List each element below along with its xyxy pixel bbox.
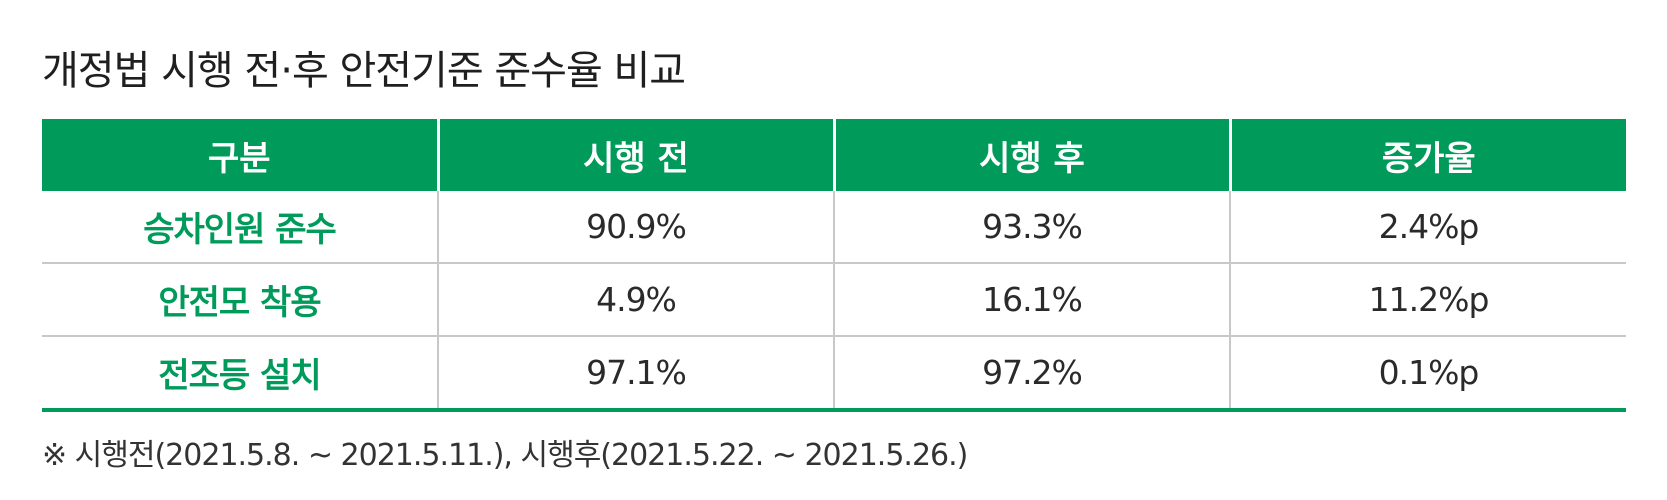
footnote: ※ 시행전(2021.5.8. ~ 2021.5.11.), 시행후(2021.… — [42, 438, 968, 473]
row-label: 안전모 착용 — [42, 262, 438, 336]
header-before: 시행 전 — [436, 119, 834, 191]
cell-increase: 0.1%p — [1229, 335, 1626, 412]
header-row: 구분 시행 전 시행 후 증가율 — [42, 119, 1626, 191]
cell-before: 4.9% — [437, 262, 834, 336]
cell-after: 93.3% — [833, 191, 1230, 263]
comparison-table-container: 구분 시행 전 시행 후 증가율 승차인원 준수 90.9% 93.3% 2.4… — [42, 119, 1626, 412]
cell-increase: 2.4%p — [1229, 191, 1626, 263]
comparison-table: 구분 시행 전 시행 후 증가율 승차인원 준수 90.9% 93.3% 2.4… — [42, 119, 1626, 412]
header-after: 시행 후 — [832, 119, 1230, 191]
cell-before: 90.9% — [437, 191, 834, 263]
table-header: 구분 시행 전 시행 후 증가율 — [42, 119, 1626, 191]
cell-before: 97.1% — [437, 335, 834, 412]
page-title: 개정법 시행 전·후 안전기준 준수율 비교 — [42, 48, 686, 94]
cell-after: 97.2% — [833, 335, 1230, 412]
header-category: 구분 — [42, 119, 438, 191]
cell-after: 16.1% — [833, 262, 1230, 336]
table-body: 승차인원 준수 90.9% 93.3% 2.4%p 안전모 착용 4.9% 16… — [42, 191, 1626, 412]
row-label: 승차인원 준수 — [143, 210, 337, 250]
table-row: 전조등 설치 97.1% 97.2% 0.1%p — [42, 335, 1626, 412]
table-row: 승차인원 준수 90.9% 93.3% 2.4%p — [42, 191, 1626, 263]
header-increase: 증가율 — [1228, 119, 1626, 191]
row-label: 전조등 설치 — [42, 335, 438, 412]
cell-increase: 11.2%p — [1229, 262, 1626, 336]
table-row: 안전모 착용 4.9% 16.1% 11.2%p — [42, 262, 1626, 336]
